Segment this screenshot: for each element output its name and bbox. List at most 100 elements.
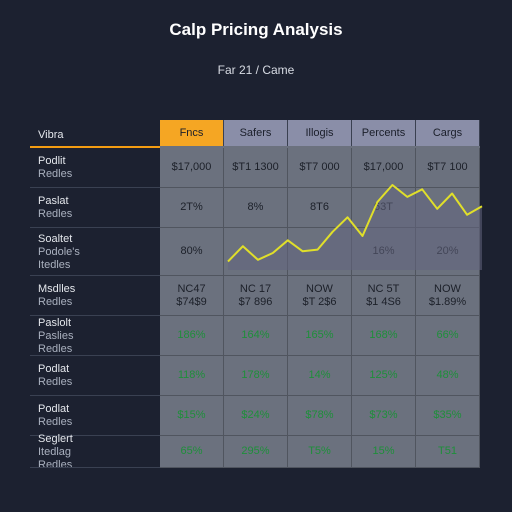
table-cell: 168% [352,316,416,356]
table-cell: 66% [416,316,480,356]
row-label-line: Paslat [38,195,69,207]
table-cell: NC 17 $7 896 [224,276,288,316]
row-label-line: Podlat [38,363,70,375]
column-header: Cargs [416,120,480,146]
cell-value: NOW [434,282,461,295]
cell-value: $1 4S6 [366,295,401,308]
table-cell [224,228,288,276]
cell-value: 20% [436,245,459,257]
table-cell: 8% [224,188,288,228]
row-separator [30,227,160,228]
table-cell: NOW $1.89% [416,276,480,316]
row-label-line: Redles [38,168,73,180]
cell-value: $7 896 [238,295,273,308]
table-cell: 295% [224,436,288,468]
row-label-line: Msdlles [38,283,76,295]
row-label: Msdlles Redles [38,283,75,309]
chart-subtitle: Far 21 / Came [217,63,295,77]
table-cell: $T7 000 [288,148,352,188]
table-cell: 164% [224,316,288,356]
table-cell: NOW $T 2$6 [288,276,352,316]
cell-value: $T1 1300 [232,161,279,173]
chart-title: Calp Pricing Analysis [169,20,343,39]
header-rule [30,146,160,148]
table-cell: 165% [288,316,352,356]
table-cell: 14% [288,356,352,396]
row-separator [30,395,160,396]
cell-value: NC47 [177,282,206,295]
row-label-line: Redles [38,416,73,428]
table-cell: 2T% [160,188,224,228]
row-label: Podlat Redles [38,363,72,389]
table-cell: 20% [416,228,480,276]
row-separator [30,435,160,436]
table-cell: 178% [224,356,288,396]
cell-value: NC 5T [367,282,400,295]
cell-value: $1.89% [428,295,467,308]
row-separator [30,467,160,468]
table-cell: $15% [160,396,224,436]
table-cell: 125% [352,356,416,396]
cell-value: $35% [433,409,462,421]
row-label: Podlit Redles [38,155,72,181]
table-cell: $78% [288,396,352,436]
cell-value: 2T% [180,201,203,213]
table-cell: 186% [160,316,224,356]
row-label-line: Seglert [38,432,73,445]
row-label: Seglert Itedlag Redles [38,433,73,472]
table-cell: 15% [352,436,416,468]
table-cell [288,228,352,276]
row-label-line: Podole's [38,245,80,258]
cell-value: $17,000 [363,161,404,173]
table-cell: 65% [160,436,224,468]
table-cell: 16% [352,228,416,276]
column-header: Illogis [288,120,352,146]
table-cell: T51 [416,436,480,468]
table-cell: $T7 100 [416,148,480,188]
row-label-line: Redles [38,342,73,355]
table-cell: $35% [416,396,480,436]
row-label: Soaltet Podole's Itedles [38,233,80,272]
cell-value: NOW [306,282,333,295]
table-cell: $73% [352,396,416,436]
cell-value: 118% [177,369,206,381]
cell-value: T51 [438,445,457,457]
table-cell: $17,000 [352,148,416,188]
table-cell: NC 5T $1 4S6 [352,276,416,316]
cell-value: 65% [180,445,203,457]
table-cell: 8T6 [288,188,352,228]
table-cell: T5% [288,436,352,468]
row-separator [30,275,160,276]
cell-value: $T7 000 [299,161,340,173]
cell-value: 164% [241,329,270,341]
table-cell [416,188,480,228]
cell-value: 48% [436,369,459,381]
row-label: Paslolt Paslies Redles [38,317,73,356]
row-label-line: Podlit [38,155,66,167]
row-label: Podlat Redles [38,403,72,429]
table-cell: $17,000 [160,148,224,188]
row-label-line: Redles [38,208,73,220]
cell-value: $15% [177,409,206,421]
column-header: Percents [352,120,416,146]
cell-value: 63T [374,201,393,213]
row-label-line: Paslolt [38,316,72,329]
cell-value: $17,000 [171,161,212,173]
row-label-line: Podlat [38,403,70,415]
cell-value: T5% [308,445,331,457]
cell-value: 16% [372,245,395,257]
cell-value: $73% [369,409,398,421]
table-cell: NC47 $74$9 [160,276,224,316]
table-grid [160,120,480,468]
corner-label: Vibra [38,129,64,141]
table-cell: 63T [352,188,416,228]
cell-value: 8% [247,201,264,213]
row-label-line: Itedles [38,258,71,271]
table-cell: 118% [160,356,224,396]
row-label-line: Redles [38,296,73,308]
cell-value: 14% [308,369,331,381]
cell-value: 8T6 [310,201,329,213]
row-separator [30,315,160,316]
cell-value: 178% [241,369,270,381]
table-cell: 80% [160,228,224,276]
